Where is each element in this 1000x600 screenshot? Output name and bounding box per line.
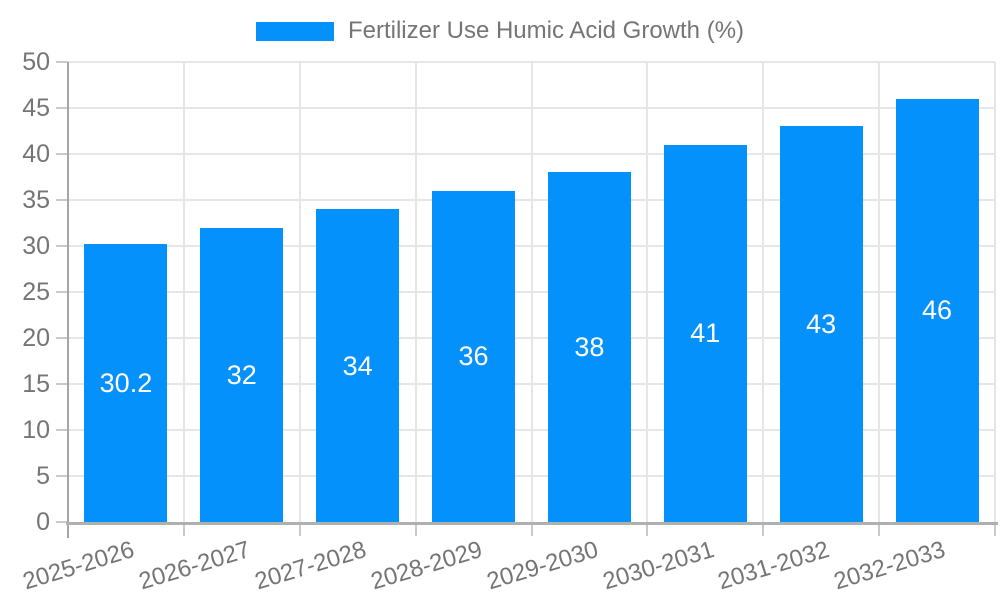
y-axis-tick-label: 15: [22, 370, 50, 398]
y-axis-tick-label: 50: [22, 48, 50, 76]
bar: [895, 98, 979, 522]
x-axis-line: [66, 522, 998, 525]
bar: [432, 190, 516, 522]
y-tick-mark: [56, 429, 68, 431]
x-axis-tick-label: 2032-2033: [831, 536, 949, 596]
x-gridline: [878, 62, 881, 522]
x-tick-mark: [646, 522, 649, 536]
bar: [779, 126, 863, 522]
y-tick-mark: [56, 291, 68, 293]
legend-label: Fertilizer Use Humic Acid Growth (%): [347, 17, 745, 44]
x-tick-mark: [182, 522, 185, 536]
bar-value-label: 32: [226, 359, 257, 390]
bar-value-label: 34: [342, 350, 373, 381]
x-tick-mark: [994, 522, 996, 536]
bar: [84, 244, 168, 522]
legend: Fertilizer Use Humic Acid Growth (%): [0, 18, 1000, 44]
legend-color-swatch: [255, 21, 334, 41]
x-tick-mark: [530, 522, 533, 536]
x-gridline: [414, 62, 417, 522]
x-tick-mark: [762, 522, 765, 536]
x-tick-mark: [414, 522, 417, 536]
x-axis-tick-label: 2030-2031: [599, 536, 717, 596]
y-tick-mark: [56, 199, 68, 201]
bar-value-label: 43: [806, 309, 837, 340]
y-tick-mark: [56, 153, 68, 155]
bar-value-label: 38: [574, 332, 605, 363]
y-tick-mark: [56, 521, 68, 523]
x-axis-tick-label: 2028-2029: [367, 536, 486, 596]
y-tick-mark: [56, 107, 68, 109]
x-tick-mark: [298, 522, 301, 536]
y-tick-mark: [56, 61, 68, 63]
x-gridline: [182, 62, 185, 522]
y-tick-mark: [56, 245, 68, 247]
bar-value-label: 36: [458, 341, 489, 372]
y-tick-mark: [56, 337, 68, 339]
x-axis-tick-label: 2031-2032: [715, 536, 833, 596]
y-axis-tick-label: 45: [22, 94, 50, 122]
x-axis-tick-label: 2027-2028: [251, 536, 370, 596]
y-axis-tick-label: 35: [22, 186, 50, 214]
y-axis-line: [67, 62, 69, 538]
x-gridline: [762, 62, 765, 522]
y-tick-mark: [56, 383, 68, 385]
y-axis-tick-label: 20: [22, 324, 50, 352]
y-axis-tick-label: 30: [22, 232, 50, 260]
bar: [547, 172, 631, 522]
x-gridline: [994, 62, 996, 522]
x-gridline: [646, 62, 649, 522]
y-axis-tick-label: 10: [22, 416, 50, 444]
bar-value-label: 46: [922, 295, 953, 326]
y-axis-tick-label: 40: [22, 140, 50, 168]
x-gridline: [530, 62, 533, 522]
x-axis-tick-label: 2026-2027: [135, 536, 254, 596]
y-axis-tick-label: 25: [22, 278, 50, 306]
x-axis-tick-label: 2029-2030: [483, 536, 602, 596]
bar-value-label: 30.2: [99, 368, 153, 399]
y-axis-tick-label: 0: [36, 508, 50, 536]
y-tick-mark: [56, 475, 68, 477]
bar: [316, 209, 400, 522]
bar: [663, 144, 747, 522]
x-axis-tick-label: 2025-2026: [19, 536, 138, 596]
x-gridline: [298, 62, 301, 522]
bar: [200, 227, 284, 522]
bar-value-label: 41: [690, 318, 721, 349]
x-tick-mark: [878, 522, 881, 536]
y-axis-tick-label: 5: [36, 462, 50, 490]
